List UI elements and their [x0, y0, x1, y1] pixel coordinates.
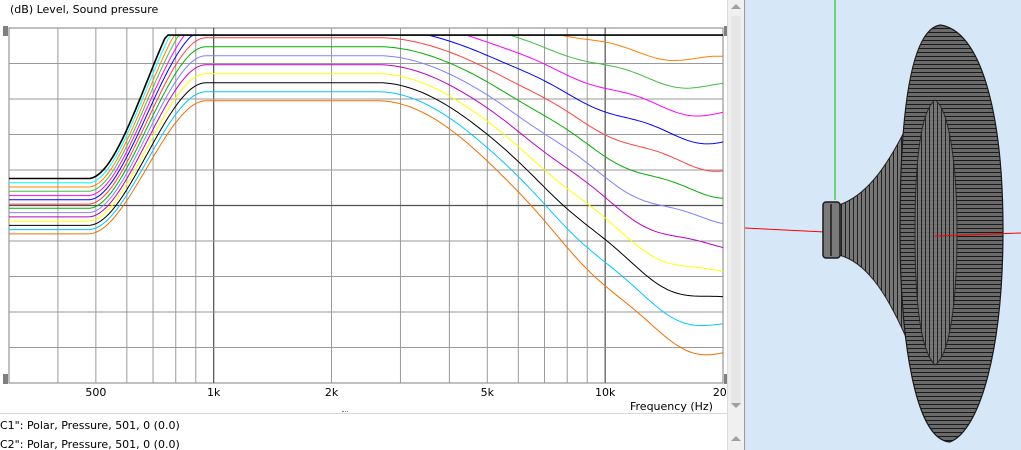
response-curve	[9, 64, 724, 249]
response-curves	[9, 34, 724, 356]
legend-scroll-up-arrow-icon[interactable]	[731, 436, 741, 441]
scroll-up-arrow-icon[interactable]	[731, 4, 741, 9]
chart-panel: (dB) Level, Sound pressure 500 1k 2k 5k 10k 2…	[0, 3, 734, 450]
scroll-down-arrow-icon[interactable]	[731, 403, 741, 408]
response-curve	[9, 34, 723, 180]
cursor-handle-bottom-right[interactable]	[724, 374, 727, 384]
3d-view-panel[interactable]	[745, 0, 1021, 450]
vertical-scrollbar[interactable]	[727, 0, 744, 450]
frequency-response-plot	[3, 26, 727, 384]
scrollbar-track[interactable]	[731, 16, 741, 406]
panel-separator[interactable]	[0, 413, 727, 414]
pane-divider[interactable]	[744, 0, 745, 450]
x-tick-label: 10k	[594, 386, 616, 399]
3d-viewport[interactable]	[745, 0, 1021, 450]
x-axis-line-left	[745, 227, 826, 233]
response-curve	[9, 100, 724, 356]
response-curve	[9, 73, 724, 272]
response-curve	[9, 46, 724, 209]
response-curve	[9, 82, 724, 298]
x-tick-label: 5k	[480, 386, 494, 399]
plot-grid	[9, 28, 723, 383]
cursor-handle-bottom-left[interactable]	[3, 374, 8, 384]
cursor-handle-top-left[interactable]	[3, 26, 8, 36]
response-curve	[9, 91, 724, 326]
splitter-grip[interactable]	[342, 411, 348, 415]
legend-row-2[interactable]: C2": Polar, Pressure, 501, 0 (0.0)	[0, 438, 180, 450]
x-tick-label: 1k	[207, 386, 221, 399]
legend-row-1[interactable]: C1": Polar, Pressure, 501, 0 (0.0)	[0, 419, 180, 432]
response-curve	[9, 55, 724, 225]
x-axis-label: Frequency (Hz)	[630, 400, 713, 413]
y-axis-label: (dB) Level, Sound pressure	[10, 3, 159, 16]
response-curve	[9, 37, 724, 205]
x-tick-label: 500	[85, 386, 107, 399]
cursor-handle-top-right[interactable]	[724, 26, 727, 36]
x-tick-label: 2k	[324, 386, 339, 399]
x-axis-line-right	[934, 232, 1021, 237]
horn-model	[822, 24, 1004, 443]
